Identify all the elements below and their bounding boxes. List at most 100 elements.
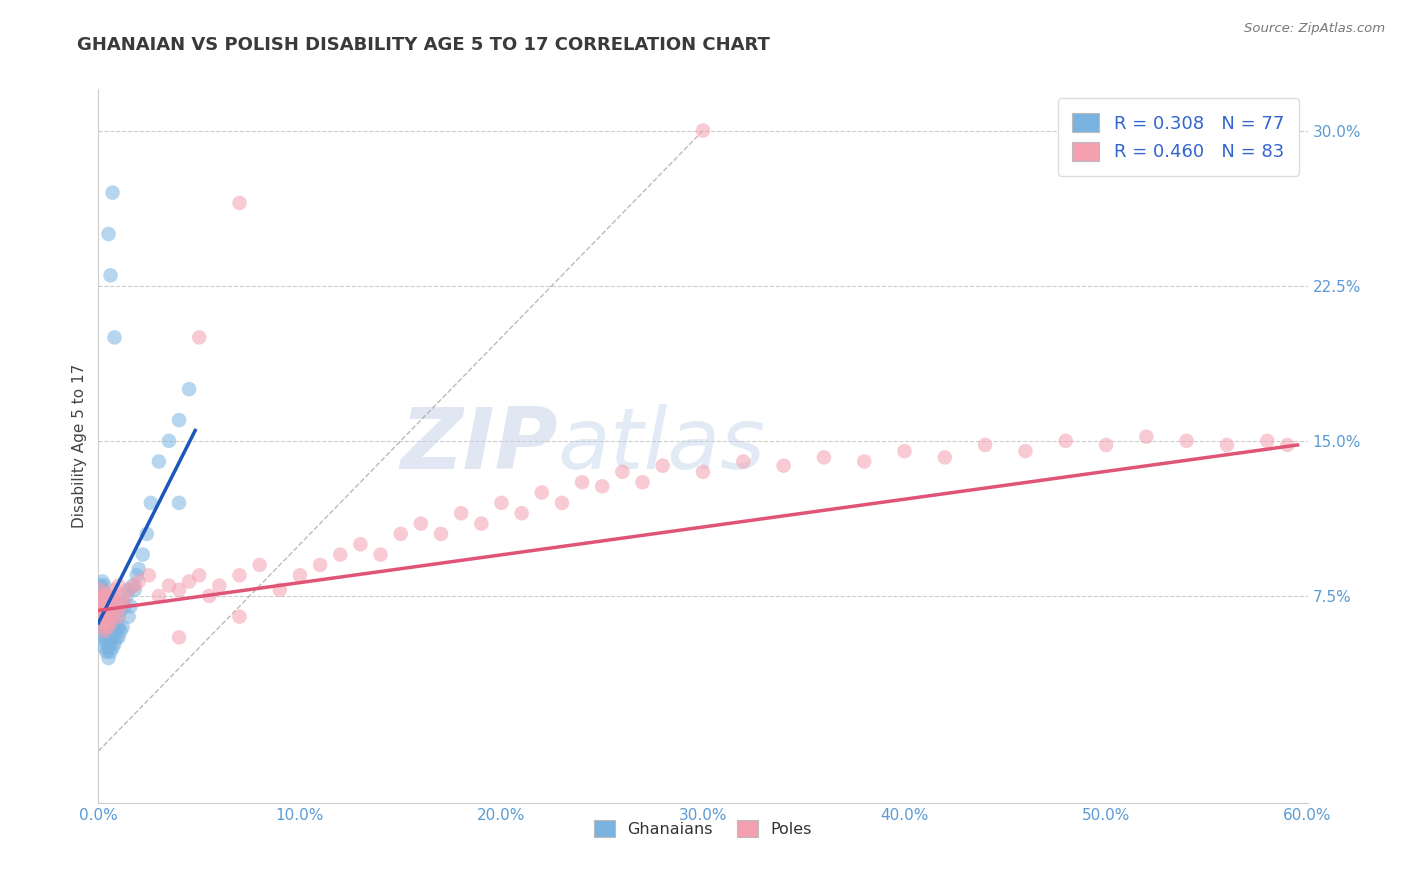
Point bbox=[132, 548, 155, 562]
Point bbox=[269, 582, 291, 597]
Point bbox=[249, 558, 271, 572]
Point bbox=[93, 587, 115, 601]
Point bbox=[124, 579, 146, 593]
Point bbox=[115, 589, 138, 603]
Point bbox=[124, 582, 146, 597]
Point bbox=[692, 465, 714, 479]
Point bbox=[103, 609, 125, 624]
Point bbox=[91, 589, 114, 603]
Point bbox=[100, 636, 122, 650]
Point bbox=[91, 609, 114, 624]
Point bbox=[91, 589, 114, 603]
Point bbox=[370, 548, 392, 562]
Point bbox=[692, 123, 714, 137]
Point bbox=[89, 603, 111, 617]
Point bbox=[389, 527, 412, 541]
Point bbox=[110, 599, 132, 614]
Point bbox=[974, 438, 997, 452]
Point bbox=[100, 645, 122, 659]
Point bbox=[105, 595, 128, 609]
Point bbox=[107, 579, 129, 593]
Point bbox=[125, 568, 148, 582]
Point bbox=[128, 562, 150, 576]
Point bbox=[208, 579, 231, 593]
Point bbox=[103, 624, 125, 639]
Point bbox=[97, 640, 120, 655]
Point bbox=[110, 624, 132, 639]
Point bbox=[105, 599, 128, 614]
Point bbox=[97, 589, 120, 603]
Point bbox=[329, 548, 352, 562]
Text: ZIP: ZIP bbox=[401, 404, 558, 488]
Point bbox=[631, 475, 654, 490]
Point bbox=[100, 624, 122, 639]
Point bbox=[1095, 438, 1118, 452]
Point bbox=[96, 599, 118, 614]
Point bbox=[101, 603, 124, 617]
Point bbox=[91, 620, 114, 634]
Point bbox=[612, 465, 634, 479]
Point bbox=[1175, 434, 1198, 448]
Point bbox=[96, 589, 118, 603]
Point bbox=[228, 609, 250, 624]
Point bbox=[89, 603, 111, 617]
Point bbox=[97, 599, 120, 614]
Point bbox=[470, 516, 492, 531]
Text: Source: ZipAtlas.com: Source: ZipAtlas.com bbox=[1244, 22, 1385, 36]
Point bbox=[89, 582, 111, 597]
Point bbox=[121, 579, 143, 593]
Point bbox=[1216, 438, 1239, 452]
Point bbox=[157, 579, 180, 593]
Point bbox=[103, 603, 125, 617]
Point bbox=[114, 599, 136, 614]
Point bbox=[118, 609, 141, 624]
Point bbox=[93, 615, 115, 630]
Point bbox=[107, 620, 129, 634]
Point bbox=[100, 595, 122, 609]
Point bbox=[101, 640, 124, 655]
Point bbox=[167, 582, 190, 597]
Point bbox=[111, 595, 134, 609]
Point bbox=[813, 450, 835, 465]
Point bbox=[96, 591, 118, 605]
Point bbox=[93, 579, 115, 593]
Point bbox=[128, 574, 150, 589]
Point bbox=[103, 582, 125, 597]
Point bbox=[96, 636, 118, 650]
Text: GHANAIAN VS POLISH DISABILITY AGE 5 TO 17 CORRELATION CHART: GHANAIAN VS POLISH DISABILITY AGE 5 TO 1… bbox=[77, 36, 770, 54]
Point bbox=[100, 609, 122, 624]
Point bbox=[96, 620, 118, 634]
Point bbox=[179, 574, 201, 589]
Point bbox=[733, 454, 755, 468]
Point bbox=[96, 609, 118, 624]
Point bbox=[97, 651, 120, 665]
Point bbox=[228, 196, 250, 211]
Point bbox=[97, 620, 120, 634]
Point bbox=[101, 589, 124, 603]
Point bbox=[188, 568, 211, 582]
Point bbox=[853, 454, 876, 468]
Point bbox=[93, 630, 115, 644]
Point bbox=[1277, 438, 1299, 452]
Point bbox=[91, 630, 114, 644]
Point bbox=[107, 595, 129, 609]
Point bbox=[409, 516, 432, 531]
Point bbox=[530, 485, 553, 500]
Point bbox=[349, 537, 371, 551]
Point bbox=[430, 527, 453, 541]
Point bbox=[120, 599, 142, 614]
Point bbox=[93, 624, 115, 639]
Point bbox=[93, 603, 115, 617]
Point bbox=[450, 506, 472, 520]
Point bbox=[93, 640, 115, 655]
Point bbox=[157, 434, 180, 448]
Point bbox=[89, 589, 111, 603]
Point bbox=[97, 603, 120, 617]
Point bbox=[105, 630, 128, 644]
Point bbox=[107, 630, 129, 644]
Point bbox=[91, 574, 114, 589]
Point bbox=[93, 587, 115, 601]
Point bbox=[591, 479, 613, 493]
Point bbox=[105, 620, 128, 634]
Point bbox=[148, 454, 170, 468]
